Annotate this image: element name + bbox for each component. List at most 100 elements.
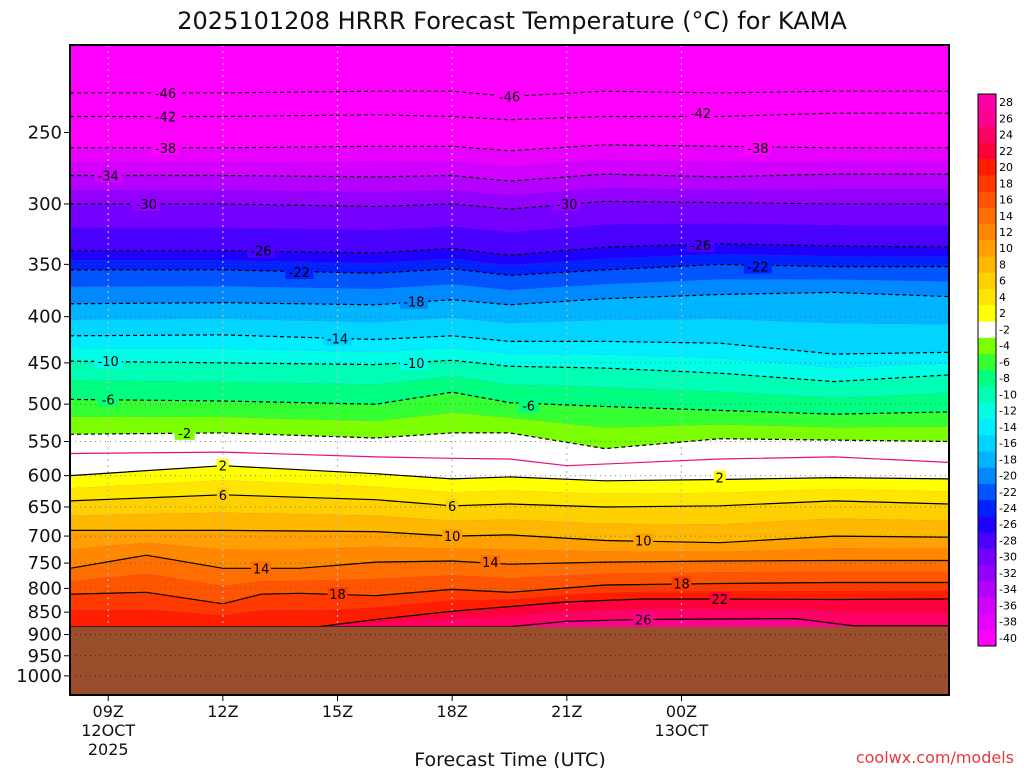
isotherm-label-bg <box>743 140 772 155</box>
colorbar-label: 24 <box>999 129 1013 142</box>
x-tick-date: 12OCT <box>81 721 135 740</box>
isotherm-label-bg <box>686 106 715 121</box>
temperature-band <box>70 392 949 428</box>
isotherm-label: -22 <box>289 266 310 281</box>
isotherm-label: -46 <box>155 87 176 102</box>
colorbar-swatch <box>978 629 996 647</box>
colorbar-swatch <box>978 353 996 371</box>
chart-title: 2025101208 HRRR Forecast Temperature (°C… <box>177 7 847 35</box>
y-tick-label: 800 <box>28 578 62 599</box>
colorbar-swatch <box>978 240 996 257</box>
temperature-band <box>70 530 949 552</box>
isotherm-label: -18 <box>403 296 424 311</box>
y-axis: 2503003504004505005506006507007508008509… <box>16 122 70 687</box>
colorbar-label: 10 <box>999 242 1013 255</box>
colorbar-swatch <box>978 613 996 631</box>
colorbar-label: -32 <box>999 567 1017 580</box>
colorbar-label: -6 <box>999 356 1010 369</box>
colorbar-label: -24 <box>999 502 1017 515</box>
isotherm-line <box>70 200 949 210</box>
x-tick-label: 12Z <box>207 702 238 721</box>
colorbar-label: -28 <box>999 534 1017 547</box>
isotherm-line <box>70 144 949 152</box>
colorbar-swatch <box>978 370 996 387</box>
colorbar-swatch <box>978 305 996 322</box>
colorbar-label: 26 <box>999 112 1013 125</box>
colorbar-swatch <box>978 288 996 306</box>
isotherm-label: 2 <box>716 472 724 487</box>
isotherm-label-bg <box>132 196 161 211</box>
colorbar-label: -20 <box>999 470 1017 483</box>
isotherm-label-bg <box>709 592 730 607</box>
temperature-band <box>70 571 949 604</box>
isotherm-line <box>70 90 949 98</box>
isotherm-label: -30 <box>136 198 157 213</box>
temperature-band <box>70 555 949 586</box>
temperature-band <box>70 113 949 136</box>
isotherm-lines <box>70 90 949 628</box>
isotherm-label: -42 <box>690 107 711 122</box>
temperature-band <box>70 609 949 627</box>
isotherm-line <box>70 581 949 605</box>
x-tick-year: 2025 <box>88 740 129 759</box>
isotherm-label: -38 <box>155 142 176 157</box>
isotherm-line <box>70 263 949 277</box>
isotherm-label-bg <box>518 398 539 413</box>
isotherm-label: -26 <box>250 245 271 260</box>
temperature-band <box>70 348 949 382</box>
colorbar-swatch <box>978 321 996 338</box>
y-tick-label: 850 <box>28 602 62 623</box>
isotherm-label: -22 <box>747 261 768 276</box>
temperature-band <box>70 512 949 543</box>
grid-lines <box>70 45 949 695</box>
colorbar-swatch <box>978 94 996 111</box>
isotherm-label-bg <box>98 392 119 407</box>
x-tick-date: 13OCT <box>655 721 709 740</box>
y-tick-label: 250 <box>28 122 62 143</box>
colorbar-label: 14 <box>999 210 1013 223</box>
isotherm-label: 18 <box>673 577 690 592</box>
isotherm-label-bg <box>151 85 180 100</box>
isotherm-label: 10 <box>635 535 652 550</box>
isotherm-line <box>70 432 949 450</box>
y-tick-label: 450 <box>28 353 62 374</box>
isotherm-label: -34 <box>98 169 119 184</box>
y-tick-label: 400 <box>28 307 62 328</box>
colorbar-label: -34 <box>999 583 1017 596</box>
isotherm-line <box>70 173 949 182</box>
colorbar-swatch <box>978 516 996 533</box>
temperature-band <box>70 144 949 166</box>
isotherm-label-bg <box>633 612 654 627</box>
temperature-band <box>70 582 949 616</box>
temperature-band <box>70 292 949 325</box>
temperature-band <box>70 432 949 466</box>
isotherm-label: 22 <box>711 593 728 608</box>
isotherm-label-bg <box>323 331 352 346</box>
temperature-band <box>70 264 949 291</box>
colorbar-frame <box>977 93 997 647</box>
isotherm-label-bg <box>216 458 229 473</box>
surface-ground <box>70 626 949 695</box>
isotherm-label-bg <box>247 243 276 258</box>
isotherm-label: 14 <box>482 556 499 571</box>
isotherm-label: 6 <box>448 500 456 515</box>
isotherm-label-bg <box>686 237 715 252</box>
colorbar-swatch <box>978 581 996 598</box>
isotherm-label: -10 <box>98 355 119 370</box>
credit-link[interactable]: coolwx.com/models <box>856 748 1014 767</box>
isotherm-label: 14 <box>253 562 270 577</box>
colorbar-label: 12 <box>999 226 1013 239</box>
colorbar-label: -4 <box>999 340 1010 353</box>
isotherm-label: -38 <box>747 142 768 157</box>
isotherm-label: 26 <box>635 613 652 628</box>
isotherm-label: 2 <box>219 460 227 475</box>
isotherm-label-bg <box>285 265 314 280</box>
colorbar-legend: -40-38-36-34-32-30-28-26-24-22-20-18-16-… <box>977 93 1017 647</box>
colorbar-label: -2 <box>999 323 1010 336</box>
colorbar-swatch <box>978 418 996 436</box>
temperature-band <box>70 494 949 525</box>
isotherm-label: -42 <box>155 110 176 125</box>
colorbar-swatch <box>978 467 996 484</box>
isotherm-label-bg <box>251 561 272 576</box>
